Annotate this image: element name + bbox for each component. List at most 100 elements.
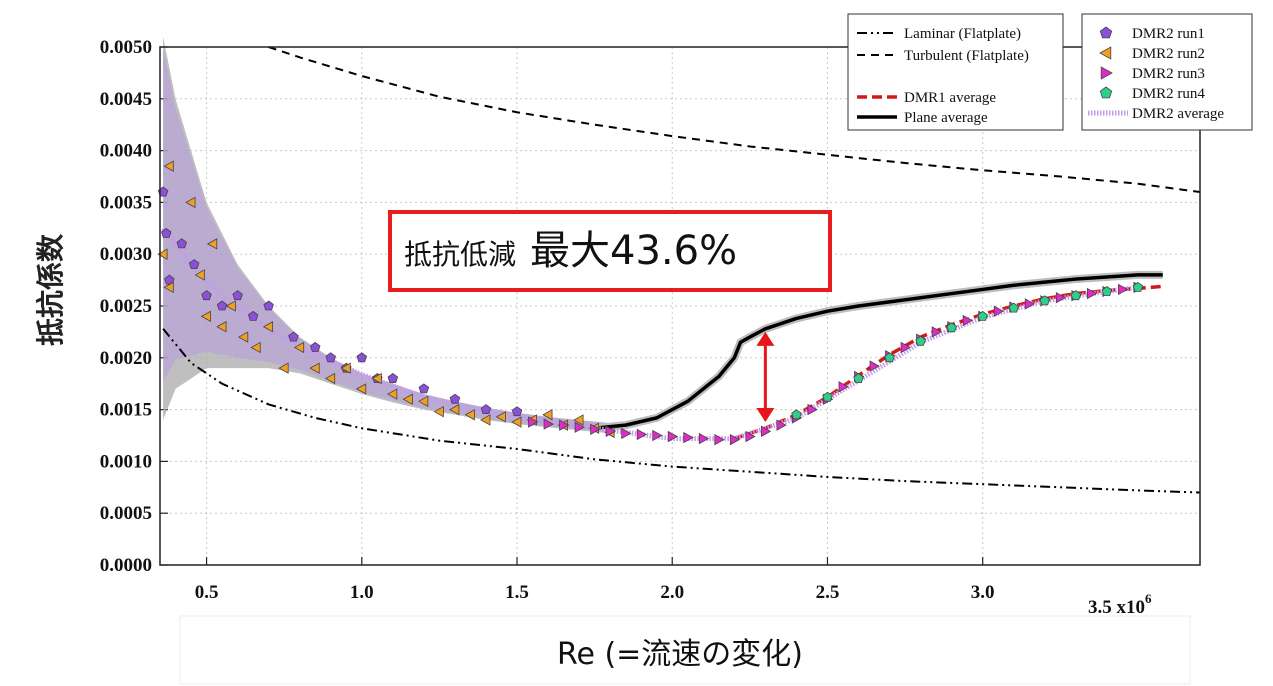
marker-dmr2-run4 xyxy=(1008,302,1019,313)
marker-dmr2-run3 xyxy=(760,425,772,438)
legend-label: DMR2 average xyxy=(1132,106,1224,122)
marker-dmr2-run3 xyxy=(574,421,585,433)
marker-dmr2-run2 xyxy=(371,372,382,385)
y-tick-label: 0.0015 xyxy=(100,400,152,421)
marker-dmr2-run1 xyxy=(247,310,259,321)
marker-dmr2-run2 xyxy=(511,416,522,428)
marker-dmr2-run2 xyxy=(163,281,174,294)
marker-dmr2-run4 xyxy=(1101,286,1113,296)
marker-dmr2-run3 xyxy=(636,428,648,441)
marker-dmr2-run1 xyxy=(201,290,212,301)
reduction-annotation-box xyxy=(388,210,832,292)
line-plane-average xyxy=(594,273,1163,430)
marker-dmr2-run2 xyxy=(185,196,196,209)
legend-label: DMR2 run1 xyxy=(1132,26,1205,42)
marker-dmr2-run4 xyxy=(822,391,833,402)
y-tick-label: 0.0030 xyxy=(100,244,152,265)
marker-dmr2-run3 xyxy=(1086,287,1098,300)
y-tick-label: 0.0040 xyxy=(100,141,152,162)
legend-label: DMR2 run4 xyxy=(1132,86,1205,102)
line-laminar-flatplate- xyxy=(162,328,1201,494)
marker-dmr2-run2 xyxy=(262,321,274,333)
x-tick-label: 0.5 xyxy=(195,582,219,603)
marker-dmr2-run1 xyxy=(216,300,228,311)
ylabel-background xyxy=(15,202,77,378)
reduction-annotation: 抵抗低減 最大43.6% xyxy=(404,228,737,274)
y-tick-label: 0.0005 xyxy=(100,503,152,524)
x-tick-label: 3.0 xyxy=(971,582,995,603)
marker-dmr2-run2 xyxy=(355,383,367,395)
marker-dmr2-run3 xyxy=(807,403,818,416)
legend-label: DMR2 run2 xyxy=(1132,46,1205,62)
xlabel-background xyxy=(179,615,1191,685)
marker-dmr2-run1 xyxy=(418,383,430,394)
marker-dmr2-run4 xyxy=(977,310,988,321)
marker-dmr2-run2 xyxy=(402,393,413,405)
marker-dmr2-run2 xyxy=(309,362,320,374)
marker-dmr2-run4 xyxy=(884,352,895,363)
marker-dmr2-run1 xyxy=(263,300,274,311)
marker-dmr2-run3 xyxy=(698,432,710,445)
y-tick-label: 0.0050 xyxy=(100,37,152,58)
marker-dmr2-run1 xyxy=(188,259,200,270)
marker-dmr2-run2 xyxy=(495,411,506,423)
marker-dmr2-run3 xyxy=(1117,283,1129,296)
marker-dmr2-run3 xyxy=(729,433,741,446)
marker-dmr2-run3 xyxy=(714,433,725,446)
marker-dmr2-run2 xyxy=(433,405,444,418)
x-tick-label: 2.5 xyxy=(816,582,840,603)
marker-dmr2-run3 xyxy=(621,427,632,440)
marker-dmr2-run4 xyxy=(915,335,926,346)
marker-dmr2-run2 xyxy=(418,395,429,407)
marker-dmr2-run4 xyxy=(946,322,957,333)
legend-label: DMR1 average xyxy=(904,90,996,106)
marker-dmr2-run3 xyxy=(776,419,787,431)
marker-dmr2-run2 xyxy=(324,372,336,385)
y-tick-labels: 0.0000 0.0005 0.0010 0.0015 0.0020 0.0025 0.00… xyxy=(100,37,152,576)
marker-dmr2-run4 xyxy=(1070,290,1082,301)
plot-frame xyxy=(159,46,1201,566)
marker-dmr2-run2 xyxy=(216,321,227,333)
x-tick-labels: 0.5 1.0 1.5 2.0 2.5 3.0 xyxy=(195,582,995,603)
legend-label: DMR2 run3 xyxy=(1132,66,1205,82)
legend-swatch xyxy=(1099,26,1113,39)
line-turbulent-flatplate- xyxy=(268,46,1201,194)
y-tick-label: 0.0010 xyxy=(100,451,152,472)
y-tick-label: 0.0020 xyxy=(100,348,152,369)
marker-dmr2-run3 xyxy=(962,314,973,327)
legend-swatch xyxy=(1100,66,1113,80)
reduction-arrow xyxy=(756,331,775,423)
y-tick-label: 0.0025 xyxy=(100,296,152,317)
marker-dmr2-run2 xyxy=(163,160,174,172)
marker-dmr2-run1 xyxy=(325,352,336,363)
marker-dmr2-run3 xyxy=(869,360,880,372)
dmr2-confidence-band xyxy=(163,36,611,434)
marker-dmr2-run3 xyxy=(605,425,616,438)
marker-dmr2-run3 xyxy=(528,416,539,428)
marker-dmr2-run4 xyxy=(1132,281,1144,292)
legend-lines: Laminar (Flatplate) Turbulent (Flatplate)… xyxy=(857,26,1029,126)
marker-dmr2-run1 xyxy=(356,352,367,363)
marker-dmr2-run2 xyxy=(573,414,584,426)
marker-dmr2-run3 xyxy=(993,305,1005,317)
marker-dmr2-run3 xyxy=(838,381,849,393)
marker-dmr2-run2 xyxy=(387,388,398,400)
y-axis-label: 抵抗係数 xyxy=(34,233,67,346)
marker-dmr2-run3 xyxy=(1024,298,1036,310)
marker-dmr2-run2 xyxy=(200,310,211,323)
marker-dmr2-run1 xyxy=(310,341,321,352)
marker-dmr2-run3 xyxy=(745,430,756,443)
x-axis-label: Re (=流速の変化) xyxy=(557,637,803,672)
marker-dmr2-run1 xyxy=(232,290,243,301)
marker-dmr2-run3 xyxy=(667,430,679,443)
marker-dmr2-run2 xyxy=(237,331,249,343)
marker-dmr2-run2 xyxy=(278,362,289,374)
marker-dmr2-run2 xyxy=(340,362,351,374)
marker-dmr2-run2 xyxy=(293,341,305,354)
arrow-head-top xyxy=(756,331,775,346)
marker-dmr2-run2 xyxy=(157,248,168,260)
marker-dmr2-run2 xyxy=(194,269,205,281)
marker-dmr2-run2 xyxy=(449,403,460,416)
legend-swatch xyxy=(1099,46,1112,60)
marker-dmr2-run2 xyxy=(250,341,261,354)
